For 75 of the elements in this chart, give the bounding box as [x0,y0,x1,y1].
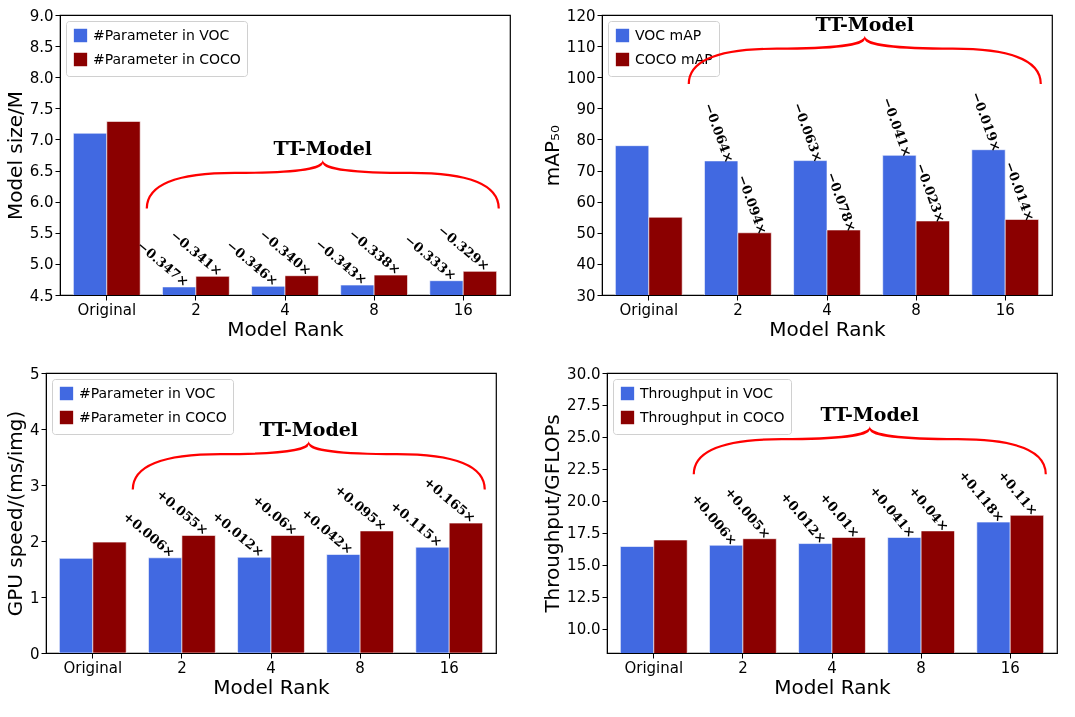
x-tick-label: 8 [916,658,926,677]
y-tick-label: 3 [29,476,40,495]
y-tick-label: 9.0 [29,6,54,25]
x-axis-title: Model Rank [774,674,892,699]
x-tick-label: 16 [995,300,1015,319]
legend-label: #Parameter in VOC [93,26,230,43]
y-tick-label: 4.5 [29,286,54,305]
y-tick-label: 12.5 [567,588,601,607]
y-tick-label: 100 [566,68,596,87]
y-tick-label: 110 [566,37,596,56]
y-tick-label: 120 [566,6,596,25]
x-tick-label: Original [619,300,679,319]
y-axis-title: GPU speed/(ms/img) [2,410,27,617]
y-tick-label: 6.5 [29,162,54,181]
y-tick-label: 50 [576,224,596,243]
legend-label: Throughput in VOC [639,384,774,401]
y-tick-label: 2 [29,532,40,551]
x-tick-label: 2 [733,300,743,319]
y-tick-label: 6.0 [29,193,54,212]
legend-label: Throughput in COCO [639,408,785,425]
y-tick-label: 25.0 [567,428,601,447]
y-tick-label: 8.5 [29,37,54,56]
y-axis-title: Model size/M [2,90,27,221]
legend-label: #Parameter in COCO [79,408,227,425]
x-tick-label: 4 [827,658,837,677]
y-tick-label: 90 [576,99,596,118]
y-tick-label: 27.5 [567,396,601,415]
legend-label: #Parameter in COCO [93,50,241,67]
x-tick-label: 2 [191,300,201,319]
y-tick-label: 7.5 [29,99,54,118]
y-tick-label: 30.0 [567,364,601,383]
y-tick-label: 5.0 [29,255,54,274]
x-tick-label: 8 [911,300,921,319]
x-tick-label: Original [63,658,123,677]
x-tick-label: 16 [439,658,459,677]
annotation: TT-Model [273,137,373,159]
x-tick-label: 16 [453,300,473,319]
annotation: TT-Model [820,403,920,426]
legend-label: #Parameter in VOC [79,384,216,401]
y-tick-label: 0 [29,644,40,663]
y-tick-label: 5.5 [29,224,54,243]
annotation: TT-Model [815,12,915,35]
y-tick-label: 40 [576,255,596,274]
x-tick-label: 16 [1000,658,1020,677]
y-axis-title: mAP₅₀ [539,124,564,187]
y-tick-label: 20.0 [567,492,601,511]
x-tick-label: 8 [369,300,379,319]
y-tick-label: 10.0 [567,620,601,639]
x-tick-label: 4 [266,658,276,677]
x-tick-label: 2 [738,658,748,677]
y-tick-label: 1 [29,588,40,607]
x-tick-label: Original [624,658,684,677]
y-tick-label: 4 [29,420,40,439]
x-axis-title: Model Rank [769,316,887,341]
y-tick-label: 17.5 [567,524,601,543]
legend-label: COCO mAP [635,50,713,67]
y-tick-label: 80 [576,130,596,149]
annotation: TT-Model [259,418,359,441]
y-tick-label: 5 [29,364,40,383]
x-tick-label: Original [77,300,137,319]
x-tick-label: 4 [280,300,290,319]
x-tick-label: 4 [822,300,832,319]
y-tick-label: 70 [576,162,596,181]
y-tick-label: 22.5 [567,460,601,479]
legend-label: VOC mAP [635,26,702,43]
y-tick-label: 30 [576,286,596,305]
x-axis-title: Model Rank [213,674,331,699]
x-tick-label: 2 [177,658,187,677]
y-tick-label: 15.0 [567,556,601,575]
x-axis-title: Model Rank [227,316,345,341]
y-axis-title: Throughput/GFLOPs [540,414,565,614]
y-tick-label: 7.0 [29,130,54,149]
x-tick-label: 8 [355,658,365,677]
y-tick-label: 60 [576,193,596,212]
y-tick-label: 8.0 [29,68,54,87]
